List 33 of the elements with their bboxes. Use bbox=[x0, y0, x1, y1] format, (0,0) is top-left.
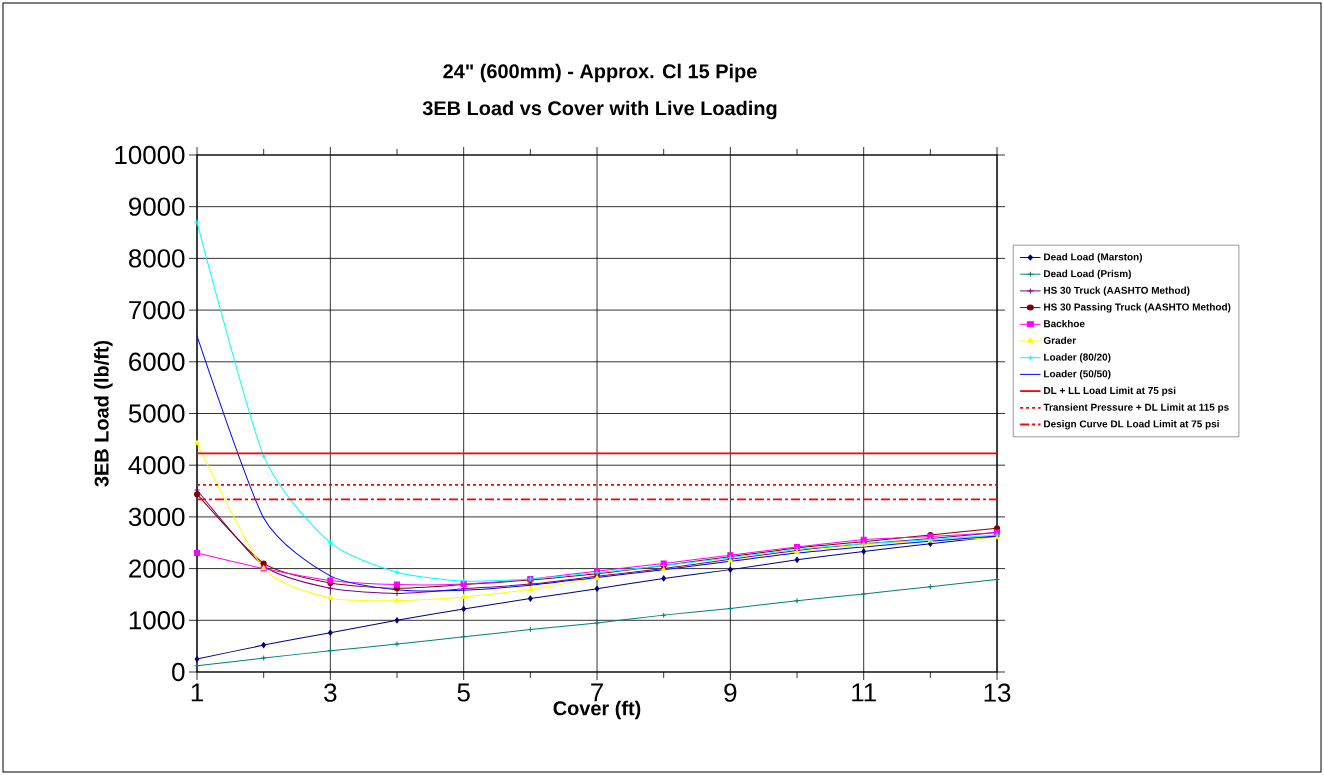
legend-label: Dead Load (Prism) bbox=[1044, 269, 1131, 280]
legend-label: Design Curve DL Load Limit at 75 psi bbox=[1044, 420, 1219, 430]
legend-label: Dead Load (Marston) bbox=[1044, 253, 1143, 263]
y-tick-label: 5000 bbox=[128, 404, 185, 423]
y-tick-label: 0 bbox=[172, 662, 185, 682]
y-tick-label: 7000 bbox=[129, 300, 185, 320]
legend-label: Grader bbox=[1043, 336, 1076, 344]
y-tick-label: 4000 bbox=[128, 456, 185, 475]
legend-label: Loader (80/20) bbox=[1044, 353, 1111, 363]
legend-label: DL + LL Load Limit at 75 psi bbox=[1044, 386, 1176, 397]
legend-label: HS 30 Truck (AASHTO Method) bbox=[1044, 286, 1190, 296]
y-tick-label: 3000 bbox=[128, 507, 185, 527]
x-axis-title: Cover (ft) bbox=[553, 700, 641, 720]
y-tick-label: 6000 bbox=[129, 352, 185, 371]
legend-label: Backhoe bbox=[1044, 319, 1085, 328]
chart-title: 24" (600mm) - Approx. Cl 15 Pipe bbox=[443, 63, 757, 83]
x-tick-label: 11 bbox=[852, 683, 876, 702]
y-tick-label: 9000 bbox=[129, 197, 185, 216]
x-tick-label: 13 bbox=[984, 683, 1011, 702]
legend-label: HS 30 Passing Truck (AASHTO Method) bbox=[1044, 303, 1231, 313]
legend-label: Loader (50/50) bbox=[1044, 370, 1111, 380]
y-tick-label: 2000 bbox=[129, 559, 185, 578]
y-axis-title: 3EB Load (lb/ft) bbox=[94, 340, 113, 487]
y-tick-label: 8000 bbox=[128, 249, 185, 268]
y-tick-label: 1000 bbox=[129, 611, 185, 630]
x-tick-label: 5 bbox=[457, 683, 470, 702]
x-tick-label: 7 bbox=[591, 683, 603, 702]
x-tick-label: 9 bbox=[724, 683, 737, 702]
chart-subtitle: 3EB Load vs Cover with Live Loading bbox=[422, 100, 777, 120]
x-tick-label: 3 bbox=[324, 683, 337, 702]
x-tick-label: 1 bbox=[191, 683, 203, 702]
legend-label: Transient Pressure + DL Limit at 115 ps bbox=[1043, 403, 1229, 413]
y-tick-label: 10000 bbox=[115, 145, 185, 165]
